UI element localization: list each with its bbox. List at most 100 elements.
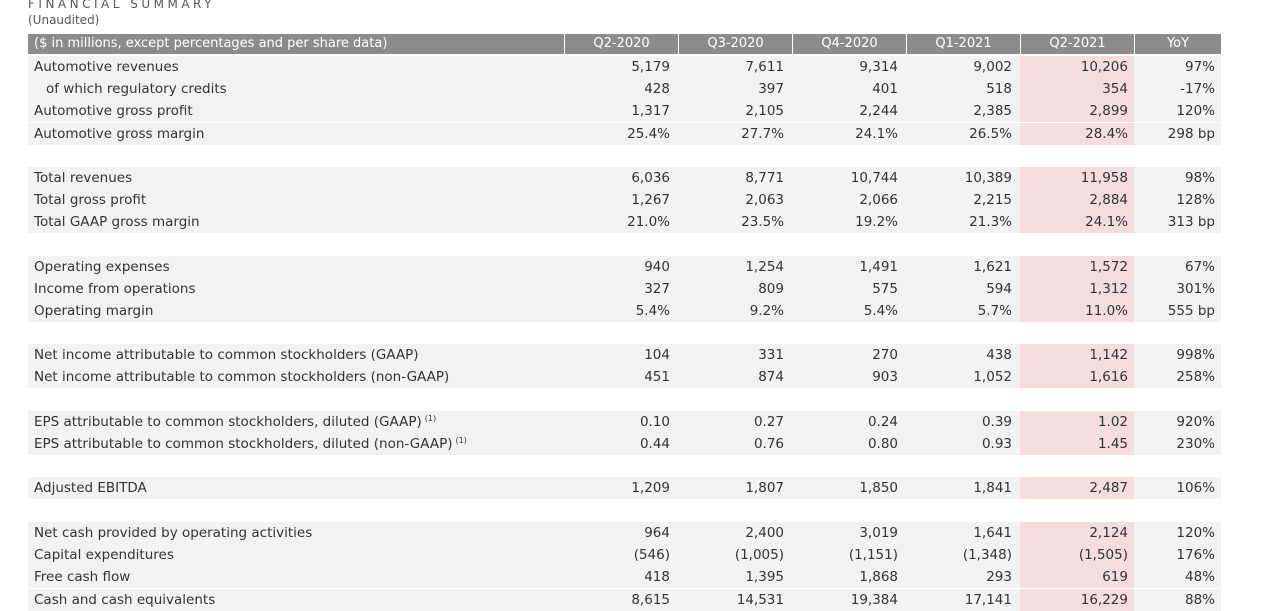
value-cell: 2,385 <box>973 103 1012 120</box>
row-label-text: Net income attributable to common stockh… <box>34 347 419 363</box>
value-cell: 809 <box>758 281 784 298</box>
value-cell: 0.27 <box>753 414 784 430</box>
value-cell: 8,615 <box>631 591 670 608</box>
value-cell: 104 <box>644 347 670 363</box>
row-label-text: Operating margin <box>34 303 154 320</box>
value-cell: 258% <box>1176 369 1215 386</box>
value-cell: 331 <box>758 347 784 363</box>
value-cell: 518 <box>986 81 1012 98</box>
value-cell: 2,899 <box>1020 100 1134 123</box>
value-cell: 19.2% <box>855 214 898 231</box>
footnote-marker: (1) <box>455 436 467 446</box>
value-cell: 0.76 <box>753 436 784 453</box>
value-cell: 14,531 <box>736 591 784 608</box>
value-cell: 5.4% <box>635 303 670 320</box>
value-cell: 270 <box>872 347 898 363</box>
value-cell: 1,641 <box>973 525 1012 541</box>
table-row: Cash and cash equivalents 8,615 14,531 19,3… <box>28 588 1221 611</box>
value-cell: 874 <box>758 369 784 386</box>
value-cell: 418 <box>644 569 670 586</box>
value-cell: 1,267 <box>631 192 670 209</box>
row-label: Total gross profit <box>28 189 533 211</box>
value-cell: 2,066 <box>859 192 898 209</box>
table-row: Automotive revenues 5,179 7,611 9,314 9,002 1… <box>28 56 1221 78</box>
value-cell: 88% <box>1184 591 1215 608</box>
row-label-text: Total revenues <box>34 170 133 186</box>
table-row: EPS attributable to common stockholders,… <box>28 411 1221 433</box>
value-cell: -17% <box>1180 81 1215 98</box>
value-cell: 23.5% <box>741 214 784 231</box>
value-cell: 2,244 <box>859 103 898 120</box>
value-cell: 28.4% <box>1020 122 1134 145</box>
value-cell: 6,036 <box>631 170 670 186</box>
row-label-text: EPS attributable to common stockholders,… <box>34 414 422 430</box>
table-row: Free cash flow 418 1,395 1,868 293 619 48% <box>28 566 1221 589</box>
value-cell: (1,005) <box>734 547 784 564</box>
value-cell: (1,348) <box>962 547 1012 564</box>
value-cell: 10,389 <box>964 170 1012 186</box>
value-cell: (1,151) <box>848 547 898 564</box>
value-cell: 128% <box>1176 192 1215 209</box>
value-cell: 0.39 <box>981 414 1012 430</box>
row-label: Net income attributable to common stockh… <box>28 344 533 366</box>
value-cell: 2,487 <box>1020 477 1134 499</box>
row-label-text: Net cash provided by operating activitie… <box>34 525 313 541</box>
value-cell: 9,314 <box>859 59 898 75</box>
table-row: Operating expenses 940 1,254 1,491 1,621 1,57… <box>28 256 1221 278</box>
value-cell: 25.4% <box>627 125 670 142</box>
table-row: Net income attributable to common stockh… <box>28 366 1221 389</box>
table-row: EPS attributable to common stockholders,… <box>28 433 1221 456</box>
row-label-text: Adjusted EBITDA <box>34 480 147 496</box>
value-cell: 1,572 <box>1020 256 1134 278</box>
table-row: Adjusted EBITDA 1,209 1,807 1,850 1,841 2,487… <box>28 477 1221 499</box>
value-cell: 106% <box>1176 480 1215 496</box>
value-cell: 313 bp <box>1167 214 1215 231</box>
table-row: Total GAAP gross margin 21.0% 23.5% 19.2% 21… <box>28 211 1221 234</box>
value-cell: 1,616 <box>1020 366 1134 389</box>
value-cell: 2,063 <box>745 192 784 209</box>
value-cell: 1,254 <box>745 259 784 275</box>
row-label: Automotive gross margin <box>28 123 533 145</box>
value-cell: 2,400 <box>745 525 784 541</box>
row-label: Total GAAP gross margin <box>28 211 533 233</box>
value-cell: 1,209 <box>631 480 670 496</box>
value-cell: 0.93 <box>981 436 1012 453</box>
value-cell: 1,142 <box>1020 344 1134 366</box>
value-cell: 11.0% <box>1020 300 1134 323</box>
row-label: Net cash provided by operating activitie… <box>28 522 533 544</box>
value-cell: 67% <box>1184 259 1215 275</box>
value-cell: 2,215 <box>973 192 1012 209</box>
value-cell: 2,884 <box>1020 189 1134 212</box>
value-cell: 354 <box>1020 78 1134 101</box>
row-label-text: Cash and cash equivalents <box>34 591 216 608</box>
value-cell: 1,491 <box>859 259 898 275</box>
row-label-text: Automotive revenues <box>34 59 179 75</box>
value-cell: 998% <box>1176 347 1215 363</box>
value-cell: 5.7% <box>977 303 1012 320</box>
value-cell: (546) <box>633 547 670 564</box>
value-cell: 555 bp <box>1167 303 1215 320</box>
value-cell: 97% <box>1184 59 1215 75</box>
table-row: Net cash provided by operating activitie… <box>28 522 1221 544</box>
value-cell: 21.3% <box>969 214 1012 231</box>
value-cell: 1,395 <box>745 569 784 586</box>
value-cell: 24.1% <box>855 125 898 142</box>
value-cell: 16,229 <box>1020 588 1134 611</box>
table-row: Automotive gross margin 25.4% 27.7% 24.1% 26… <box>28 122 1221 145</box>
value-cell: 5.4% <box>863 303 898 320</box>
value-cell: 0.80 <box>867 436 898 453</box>
report-title: FINANCIAL SUMMARY <box>28 0 215 11</box>
table-row: Income from operations 327 809 575 594 1,312 3… <box>28 278 1221 301</box>
value-cell: 903 <box>872 369 898 386</box>
table-row: Net income attributable to common stockh… <box>28 344 1221 366</box>
value-cell: 920% <box>1176 414 1215 430</box>
value-cell: 451 <box>644 369 670 386</box>
value-cell: 9,002 <box>973 59 1012 75</box>
column-header: Q4-2020 <box>792 34 906 54</box>
column-header: Q3-2020 <box>678 34 792 54</box>
value-cell: 230% <box>1176 436 1215 453</box>
row-label-text: of which regulatory credits <box>46 81 227 98</box>
value-cell: 8,771 <box>745 170 784 186</box>
row-label-text: Net income attributable to common stockh… <box>34 369 450 386</box>
row-label: Income from operations <box>28 278 533 300</box>
